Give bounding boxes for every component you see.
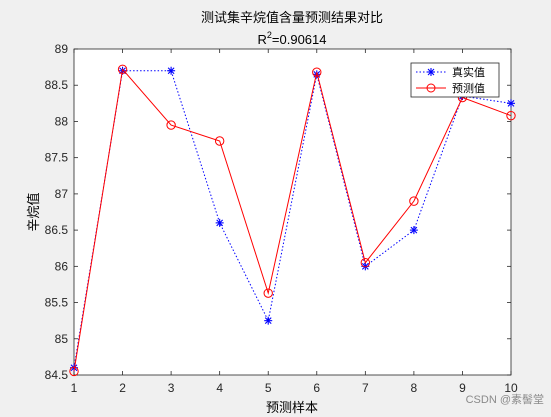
y-tick-label: 89: [55, 42, 69, 56]
x-tick-label: 3: [168, 381, 175, 395]
point-marker-1: [117, 64, 128, 74]
legend-true-marker: [427, 68, 435, 76]
series-line-1: [73, 68, 512, 372]
y-axis-label: 辛烷值: [26, 192, 42, 231]
legend-pred-label: 预测值: [452, 82, 485, 95]
plot-area: [73, 48, 512, 376]
chart-title: 测试集辛烷值含量预测结果对比: [201, 10, 383, 26]
point-marker-1: [69, 366, 79, 377]
x-tick-label: 1: [71, 381, 78, 395]
point-marker-0: [507, 99, 515, 108]
point-marker-1: [214, 136, 225, 146]
y-axis: 84.5 85 85.5 86 86.5 87 87.5 88 88.5 89: [45, 42, 511, 382]
y-tick-label: 88: [55, 114, 69, 128]
point-marker-0: [409, 226, 418, 235]
point-marker-1: [409, 196, 419, 206]
y-tick-label: 87: [55, 187, 69, 201]
x-axis: 1 2 3 4 5 6 7 8 9 10: [71, 49, 518, 395]
legend-true-label: 真实值: [452, 65, 485, 79]
x-tick-label: 8: [411, 381, 418, 395]
point-marker-1: [263, 288, 273, 298]
x-tick-label: 10: [504, 381, 518, 395]
chart-subtitle: R2=0.90614: [258, 30, 327, 47]
point-marker-1: [506, 110, 516, 121]
point-marker-1: [166, 120, 176, 130]
y-tick-label: 86.5: [45, 223, 69, 237]
point-marker-1: [360, 258, 371, 268]
x-tick-label: 4: [216, 381, 223, 395]
x-tick-label: 5: [265, 381, 272, 395]
x-tick-label: 7: [362, 381, 369, 395]
x-tick-label: 9: [459, 381, 466, 395]
y-tick-label: 85: [55, 332, 69, 346]
point-marker-0: [167, 66, 176, 75]
point-marker-0: [215, 218, 224, 227]
x-tick-label: 6: [313, 381, 320, 395]
legend-box: [410, 62, 500, 98]
legend: 真实值 预测值: [410, 62, 500, 98]
x-tick-label: 2: [119, 381, 126, 395]
x-axis-label: 预测样本: [266, 401, 318, 416]
y-tick-label: 88.5: [45, 78, 69, 92]
legend-pred-marker: [426, 83, 436, 93]
point-marker-1: [312, 67, 322, 77]
y-tick-label: 85.5: [45, 296, 69, 310]
y-tick-label: 87.5: [45, 151, 69, 165]
y-tick-label: 84.5: [45, 368, 69, 382]
y-tick-label: 86: [55, 259, 69, 273]
point-marker-0: [264, 316, 273, 325]
watermark: CSDN @素髻堂: [466, 393, 544, 406]
